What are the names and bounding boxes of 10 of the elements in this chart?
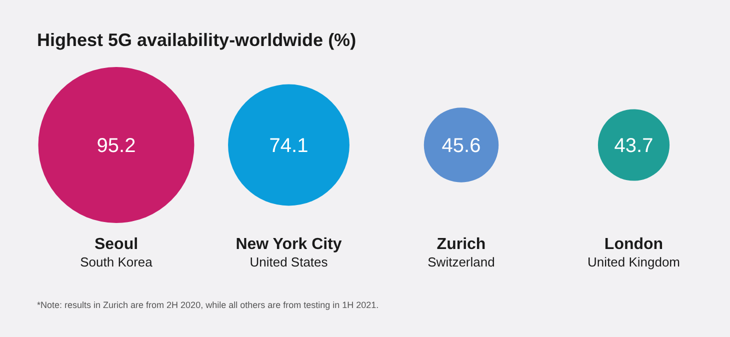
text: *Note: results in Zurich are from 2H 2020, while all others are from testing in 1H 2021.: [37, 300, 379, 310]
data-label: 95.2: [96, 135, 136, 157]
category-label: Zurich Switzerland: [428, 236, 495, 270]
data-label: 74.1: [269, 135, 308, 157]
category-label: New York City United States: [236, 236, 342, 270]
data-label: 45.6: [442, 135, 481, 157]
text: Highest 5G availability-worldwide (%): [37, 30, 356, 51]
data-label: 43.7: [614, 135, 654, 157]
category-label: Seoul South Korea: [80, 236, 154, 270]
category-label: London United Kingdom: [588, 236, 680, 270]
